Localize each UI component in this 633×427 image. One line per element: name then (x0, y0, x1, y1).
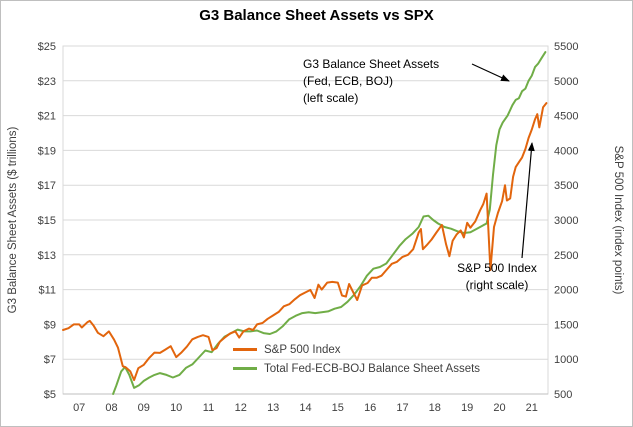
left-axis-tick-label: $11 (38, 285, 56, 297)
left-axis-tick-label: $23 (38, 76, 56, 88)
series-line-sp500 (62, 102, 548, 382)
x-axis-tick-label: 12 (235, 402, 247, 414)
x-axis-tick-label: 07 (73, 402, 85, 414)
right-axis-tick-label: 5000 (554, 76, 578, 88)
annotation-text-line: (Fed, ECB, BOJ) (303, 74, 394, 88)
x-axis-tick-label: 17 (396, 402, 408, 414)
x-axis-tick-label: 18 (429, 402, 441, 414)
left-axis-tick-label: $7 (44, 354, 56, 366)
annotation-text-line: G3 Balance Sheet Assets (303, 57, 440, 71)
x-axis-tick-label: 11 (203, 402, 214, 414)
series-line-g3 (112, 51, 547, 395)
right-axis-tick-label: 4500 (554, 111, 578, 123)
legend-label-g3: Total Fed-ECB-BOJ Balance Sheet Assets (264, 362, 481, 375)
left-axis-tick-label: $21 (38, 111, 56, 123)
left-axis-tick-label: $5 (44, 389, 56, 401)
x-axis-tick-label: 20 (493, 402, 505, 414)
annotation-text-line: S&P 500 Index (457, 261, 537, 275)
annotation-sp500: S&P 500 Index (right scale) (447, 260, 547, 294)
right-axis-title: S&P 500 Index (index points) (612, 146, 624, 295)
left-axis-tick-label: $9 (44, 319, 56, 331)
annotation-arrow (521, 142, 535, 259)
left-axis-tick-label: $19 (38, 145, 56, 157)
x-axis-tick-label: 21 (526, 402, 538, 414)
right-axis-tick-label: 500 (554, 389, 572, 401)
annotation-text-line: (right scale) (465, 278, 529, 292)
x-axis-tick-label: 13 (267, 402, 279, 414)
annotation-text-line: (left scale) (303, 91, 359, 105)
legend-line-sample-sp500-icon (233, 348, 257, 351)
right-axis-tick-label: 1000 (554, 354, 578, 366)
legend-line-sample-g3-icon (233, 367, 257, 370)
legend-item-sp500: S&P 500 Index (233, 340, 480, 359)
right-axis-tick-label: 2500 (554, 250, 578, 262)
chart-legend: S&P 500 Index Total Fed-ECB-BOJ Balance … (233, 340, 480, 378)
left-axis-tick-label: $25 (38, 41, 56, 53)
x-axis-tick-label: 09 (138, 402, 150, 414)
annotation-arrow (471, 63, 510, 82)
left-axis-tick-label: $13 (38, 250, 56, 262)
x-axis-tick-label: 08 (105, 402, 117, 414)
x-axis-tick-label: 16 (364, 402, 376, 414)
right-axis-tick-label: 2000 (554, 285, 578, 297)
left-axis-tick-label: $15 (38, 215, 56, 227)
x-axis-tick-label: 15 (332, 402, 344, 414)
chart-title: G3 Balance Sheet Assets vs SPX (199, 7, 434, 24)
legend-label-sp500: S&P 500 Index (264, 343, 341, 356)
x-axis-tick-label: 10 (170, 402, 182, 414)
annotation-g3-balance-sheet: G3 Balance Sheet Assets (Fed, ECB, BOJ) … (303, 56, 439, 107)
right-axis-tick-label: 5500 (554, 41, 578, 53)
left-axis-tick-label: $17 (38, 180, 56, 192)
legend-item-g3: Total Fed-ECB-BOJ Balance Sheet Assets (233, 359, 480, 378)
right-axis-tick-label: 3500 (554, 180, 578, 192)
left-axis-title: G3 Balance Sheet Assets ($ trillions) (7, 127, 19, 314)
x-axis-tick-label: 19 (461, 402, 473, 414)
x-axis-tick-label: 14 (299, 402, 311, 414)
right-axis-tick-label: 4000 (554, 145, 578, 157)
right-axis-tick-label: 1500 (554, 319, 578, 331)
right-axis-tick-label: 3000 (554, 215, 578, 227)
